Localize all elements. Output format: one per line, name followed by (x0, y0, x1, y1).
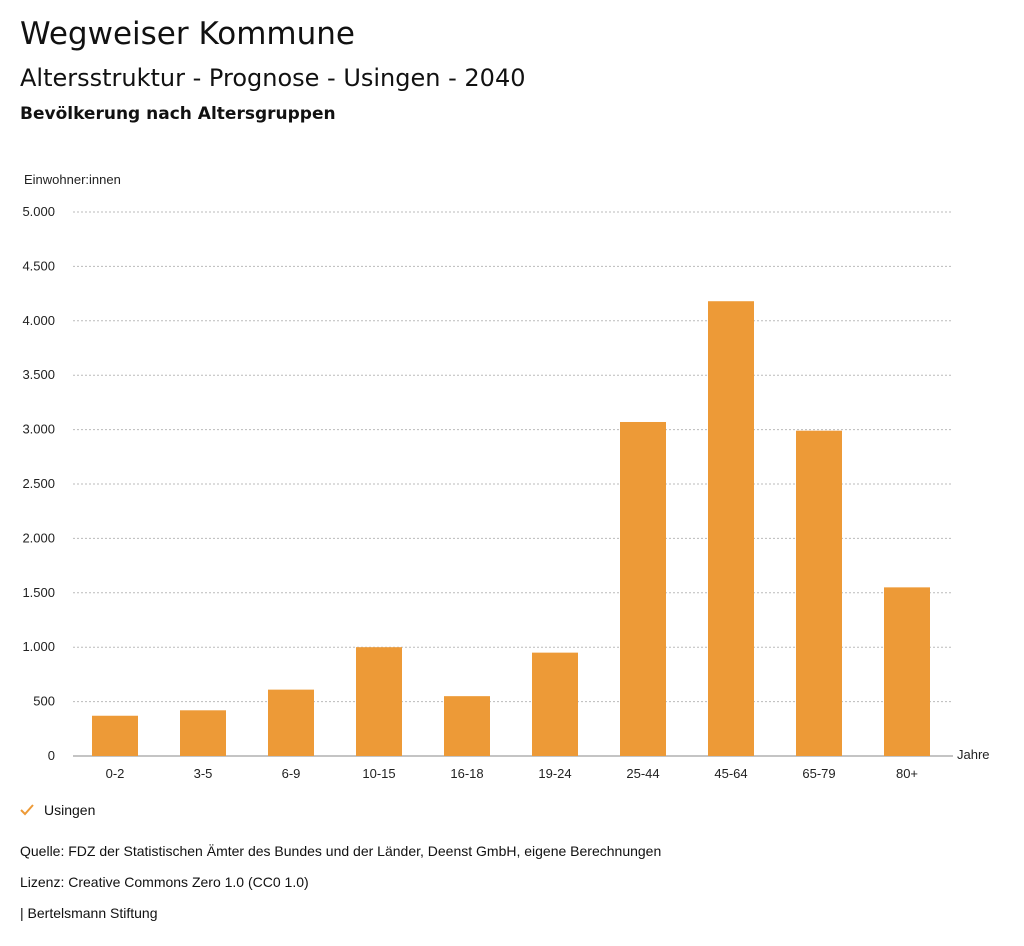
page-title: Wegweiser Kommune (20, 16, 355, 52)
bar-25-44[interactable] (620, 421, 666, 756)
y-tick-label: 0 (48, 748, 55, 763)
x-tick-label: 16-18 (450, 766, 483, 781)
bar-45-64[interactable] (708, 301, 754, 756)
y-tick-label: 2.500 (22, 476, 55, 491)
y-tick-label: 2.000 (22, 530, 55, 545)
y-tick-label: 4.000 (22, 313, 55, 328)
y-tick-label: 3.000 (22, 422, 55, 437)
x-tick-label: 0-2 (106, 766, 125, 781)
y-tick-label: 5.000 (22, 204, 55, 219)
x-tick-label: 3-5 (194, 766, 213, 781)
bar-10-15[interactable] (356, 647, 402, 756)
license-note: Lizenz: Creative Commons Zero 1.0 (CC0 1… (20, 874, 309, 890)
y-tick-label: 500 (33, 694, 55, 709)
y-axis-label: Einwohner:innen (24, 172, 121, 187)
x-tick-label: 65-79 (802, 766, 835, 781)
bar-65-79[interactable] (796, 430, 842, 756)
x-tick-label: 25-44 (626, 766, 659, 781)
legend-item-usingen[interactable]: Usingen (20, 802, 95, 818)
x-tick-label: 45-64 (714, 766, 747, 781)
bar-80+[interactable] (884, 587, 930, 756)
bar-3-5[interactable] (180, 710, 226, 756)
x-tick-label: 10-15 (362, 766, 395, 781)
source-note: Quelle: FDZ der Statistischen Ämter des … (20, 843, 662, 859)
y-tick-label: 1.500 (22, 585, 55, 600)
y-tick-label: 3.500 (22, 367, 55, 382)
bar-6-9[interactable] (268, 689, 314, 756)
bar-chart: Einwohner:innen Jahre 0 500 1.000 1.500 2.00… (22, 172, 990, 781)
bar-19-24[interactable] (532, 652, 578, 756)
chart-description: Bevölkerung nach Altersgruppen (20, 104, 336, 124)
check-icon (20, 804, 34, 816)
publisher-note: | Bertelsmann Stiftung (20, 905, 158, 921)
y-tick-label: 1.000 (22, 639, 55, 654)
legend-label: Usingen (44, 802, 96, 818)
x-tick-label: 6-9 (282, 766, 301, 781)
y-tick-label: 4.500 (22, 258, 55, 273)
chart-subtitle: Altersstruktur - Prognose - Usingen - 20… (20, 64, 526, 92)
bar-16-18[interactable] (444, 696, 490, 756)
bar-0-2[interactable] (92, 715, 138, 756)
x-axis-label: Jahre (957, 747, 990, 762)
x-tick-label: 19-24 (538, 766, 571, 781)
x-tick-label: 80+ (896, 766, 918, 781)
